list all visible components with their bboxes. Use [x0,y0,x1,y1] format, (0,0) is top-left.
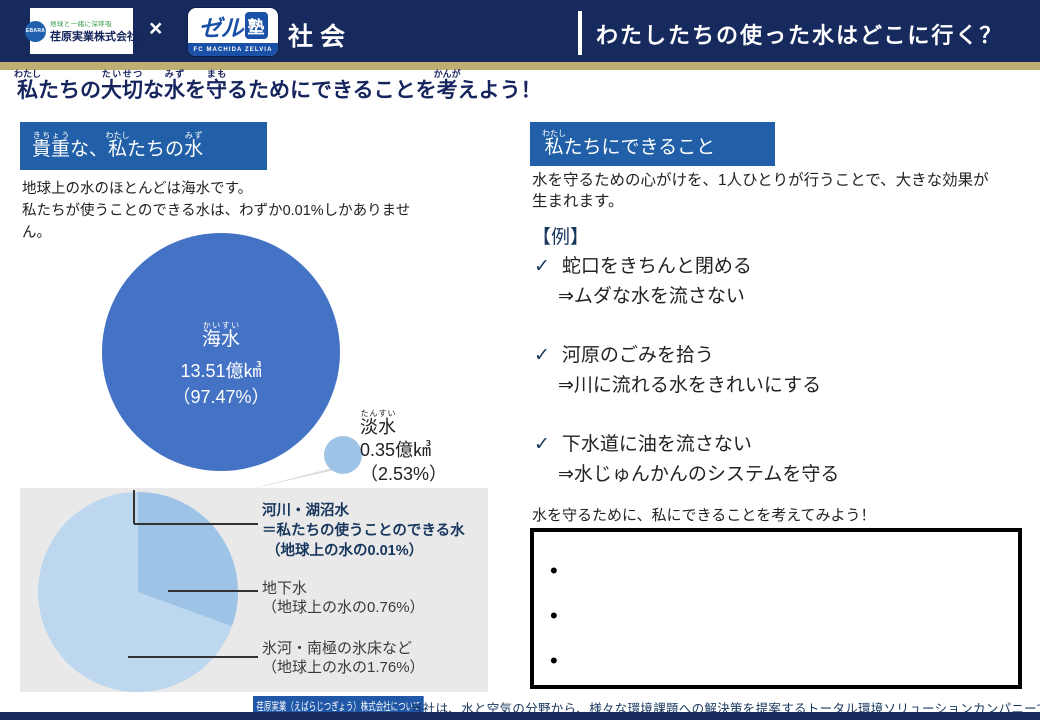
section-heading-precious-water: 貴重きちょうな、私わたしたちの水みず [20,122,267,170]
lesson-title: わたしたちの使った水はどこに行く？ [596,23,1004,48]
example-item: ✓ 蛇口をきちんと閉める ⇒ムダな水を流さない [534,252,839,312]
leader-line-river [134,523,258,525]
subject-label: 社会 [288,23,353,51]
footer-company-badge: 荏原実業（えばらじつぎょう）株式会社について [253,696,424,717]
pie-label-river-name: 河川・湖沼水 [262,503,349,519]
example-item-effect: ⇒川に流れる水をきれいにする [558,375,822,396]
example-item-action: ✓ 下水道に油を流さない [534,434,752,455]
check-icon: ✓ [534,434,550,455]
header-bar: EBARA 地球と一緒に深呼吸 荏原実業株式会社 × ゼル 塾 FC MACHI… [0,0,1040,62]
example-item: ✓ 河原のごみを拾う ⇒川に流れる水をきれいにする [534,341,839,401]
example-items: ✓ 蛇口をきちんと閉める ⇒ムダな水を流さない ✓ 河原のごみを拾う ⇒川に流れる水… [534,252,839,519]
pie-label-river-equals: ＝私たちの使うことのできる水 [262,523,465,539]
ebara-logo-text: 地球と一緒に深呼吸 荏原実業株式会社 [50,18,138,44]
left-intro-line1: 地球上の水のほとんどは海水です。 [22,181,253,197]
pie-label-glacier-name: 氷河・南極の氷床など [262,640,413,657]
zeljuku-logo-text: ゼル 塾 [188,8,278,43]
seawater-volume: 13.51億㎦ [180,361,262,381]
ebara-logo: EBARA 地球と一緒に深呼吸 荏原実業株式会社 [25,8,138,54]
freshwater-label: 淡水たんすい 0.35億㎦ （2.53%） [360,409,447,486]
pie-label-glacier-percent: （地球上の水の1.76%） [262,658,425,676]
example-item-action: ✓ 河原のごみを拾う [534,345,714,366]
page-title: 私わたしたちの大切たいせつな水みずを守まもるためにできることを考かんがえよう！ [14,69,542,102]
zelvia-club-name: FC MACHIDA ZELVIA [188,43,278,56]
section-heading-what-we-can-do-text: 私わたしたちにできること [542,129,716,158]
pie-label-groundwater: 地下水 （地球上の水の0.76%） [262,580,425,618]
seawater-label: 海水かいすい [201,321,240,350]
left-intro-paragraph: 地球上の水のほとんどは海水です。 私たちが使うことのできる水は、わずか0.01%… [22,179,422,244]
example-item-action: ✓ 蛇口をきちんと閉める [534,256,752,277]
zeljuku-ze: ゼル [198,14,244,41]
pie-label-groundwater-name: 地下水 [262,580,308,597]
collab-cross-icon: × [149,15,163,41]
zeljuku-logo: ゼル 塾 FC MACHIDA ZELVIA [187,7,279,57]
left-intro-line2: 私たちが使うことのできる水は、わずか0.01%しかありません。 [22,202,411,241]
freshwater-circle [324,436,362,474]
answer-prompt: 水を守るために、私にできることを考えてみよう！ [532,507,876,524]
ebara-company-name: 荏原実業株式会社 [50,31,138,43]
example-item-effect: ⇒ムダな水を流さない [558,286,745,307]
bullet-point: • [550,558,558,583]
pie-label-river: 河川・湖沼水 ＝私たちの使うことのできる水 （地球上の水の0.01%） [262,501,465,561]
answer-box: • • • [530,528,1022,689]
pie-tick-river [133,490,135,524]
freshwater-pie-chart [38,492,238,692]
leader-line-glacier [128,656,258,658]
section-heading-precious-water-text: 貴重きちょうな、私わたしたちの水みず [32,131,204,160]
freshwater-volume: 0.35億㎦ [360,440,432,461]
leader-line-groundwater [168,590,258,592]
ebara-globe-icon: EBARA [25,20,46,42]
example-item-effect: ⇒水じゅんかんのシステムを守る [558,464,840,485]
seawater-percent: （97.47%） [172,387,270,407]
pie-label-groundwater-percent: （地球上の水の0.76%） [262,598,425,616]
freshwater-percent: （2.53%） [360,463,448,484]
example-item: ✓ 下水道に油を流さない ⇒水じゅんかんのシステムを守る [534,430,839,490]
ebara-tagline: 地球と一緒に深呼吸 [50,21,113,28]
right-intro-paragraph: 水を守るための心がけを、1人ひとりが行うことで、大きな効果が生まれます。 [532,172,989,211]
freshwater-name: 淡水たんすい [360,409,396,437]
seawater-circle: 海水かいすい 13.51億㎦ （97.47%） [102,233,340,471]
pie-label-glacier: 氷河・南極の氷床など （地球上の水の1.76%） [262,640,425,678]
zeljuku-juku: 塾 [244,12,268,39]
title-divider [578,11,582,55]
check-icon: ✓ [534,345,550,366]
pie-label-river-percent: （地球上の水の0.01%） [266,543,424,559]
bullet-point: • [550,648,558,673]
bullet-point: • [550,603,558,628]
section-heading-what-we-can-do: 私わたしたちにできること [530,122,775,166]
bottom-bar [0,712,1040,720]
gold-divider [0,62,1040,70]
example-label: 【例】 [532,227,590,248]
check-icon: ✓ [534,256,550,277]
